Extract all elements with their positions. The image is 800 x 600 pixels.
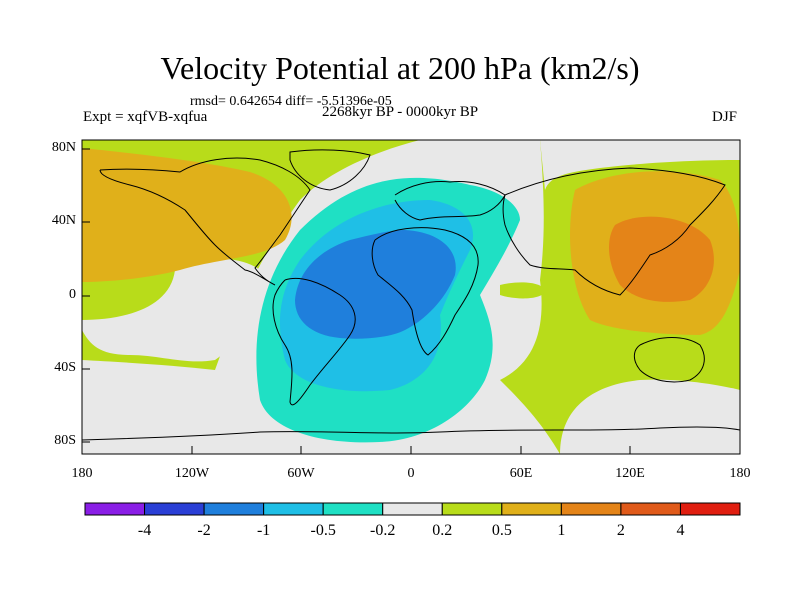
coast-asia xyxy=(502,167,726,296)
colorbar-box-7 xyxy=(501,502,562,516)
colorbar-box-6 xyxy=(441,502,503,516)
colorbar-box-9 xyxy=(620,502,681,516)
colorbar-label-1: -2 xyxy=(197,522,211,539)
colorbar-label-8: 2 xyxy=(616,522,625,539)
colorbar xyxy=(84,502,741,516)
colorbar-label-3: -0.5 xyxy=(310,522,336,539)
field-neutral-south-pacific xyxy=(82,360,215,454)
lat-label-80s: 80S xyxy=(54,433,76,448)
lon-label-180e: 180 xyxy=(729,466,751,481)
field-positive-indian xyxy=(500,282,545,299)
colorbar-label-0: -4 xyxy=(137,522,152,539)
map-field xyxy=(82,140,740,454)
period-label: 2268kyr BP - 0000kyr BP xyxy=(322,104,479,120)
field-blue-atlantic xyxy=(295,230,456,339)
coast-africa xyxy=(371,227,479,356)
lat-label-40s: 40S xyxy=(54,360,76,375)
coastlines xyxy=(82,149,740,441)
colorbar-box-8 xyxy=(560,502,622,516)
colorbar-label-6: 0.5 xyxy=(491,522,512,539)
field-neutral-pacific xyxy=(82,258,261,362)
field-neutral-south-indian xyxy=(560,379,740,454)
stats-text: rmsd= 0.642654 diff= -5.51396e-05 xyxy=(190,94,392,109)
field-dark-orange-center xyxy=(608,216,714,302)
colorbar-box-2 xyxy=(203,502,265,516)
lon-label-0: 0 xyxy=(407,466,415,481)
colorbar-label-9: 4 xyxy=(676,522,685,539)
colorbar-box-10 xyxy=(679,502,741,516)
field-orange-north-pacific xyxy=(82,148,292,282)
coast-antarctica xyxy=(82,426,740,441)
season-label: DJF xyxy=(712,109,738,125)
axis-ticks xyxy=(81,148,741,454)
lon-label-180w: 180 xyxy=(71,466,93,481)
coast-south-america xyxy=(272,277,356,406)
colorbar-box-5 xyxy=(382,502,443,516)
colorbar-label-5: 0.2 xyxy=(432,522,453,539)
lon-label-60w: 60W xyxy=(287,466,315,481)
colorbar-box-3 xyxy=(263,502,324,516)
colorbar-label-7: 1 xyxy=(557,522,566,539)
coast-australia xyxy=(633,337,705,383)
colorbar-label-2: -1 xyxy=(256,522,271,539)
colorbar-box-1 xyxy=(144,502,205,516)
lat-label-40n: 40N xyxy=(51,213,76,228)
colorbar-label-4: -0.2 xyxy=(370,522,396,539)
coast-north-america xyxy=(99,157,311,286)
colorbar-box-4 xyxy=(322,502,384,516)
coast-europe xyxy=(394,181,506,221)
lat-label-80n: 80N xyxy=(51,140,76,155)
lat-label-0: 0 xyxy=(69,287,76,302)
lon-label-120w: 120W xyxy=(174,466,210,481)
map-title: Velocity Potential at 200 hPa (km2/s) xyxy=(160,50,640,86)
colorbar-box-0 xyxy=(84,502,146,516)
coast-greenland xyxy=(289,149,371,191)
field-neutral-arctic-east xyxy=(540,140,740,190)
lon-label-120e: 120E xyxy=(615,466,645,481)
lon-label-60e: 60E xyxy=(509,466,533,481)
experiment-label: Expt = xqfVB-xqfua xyxy=(83,109,208,125)
